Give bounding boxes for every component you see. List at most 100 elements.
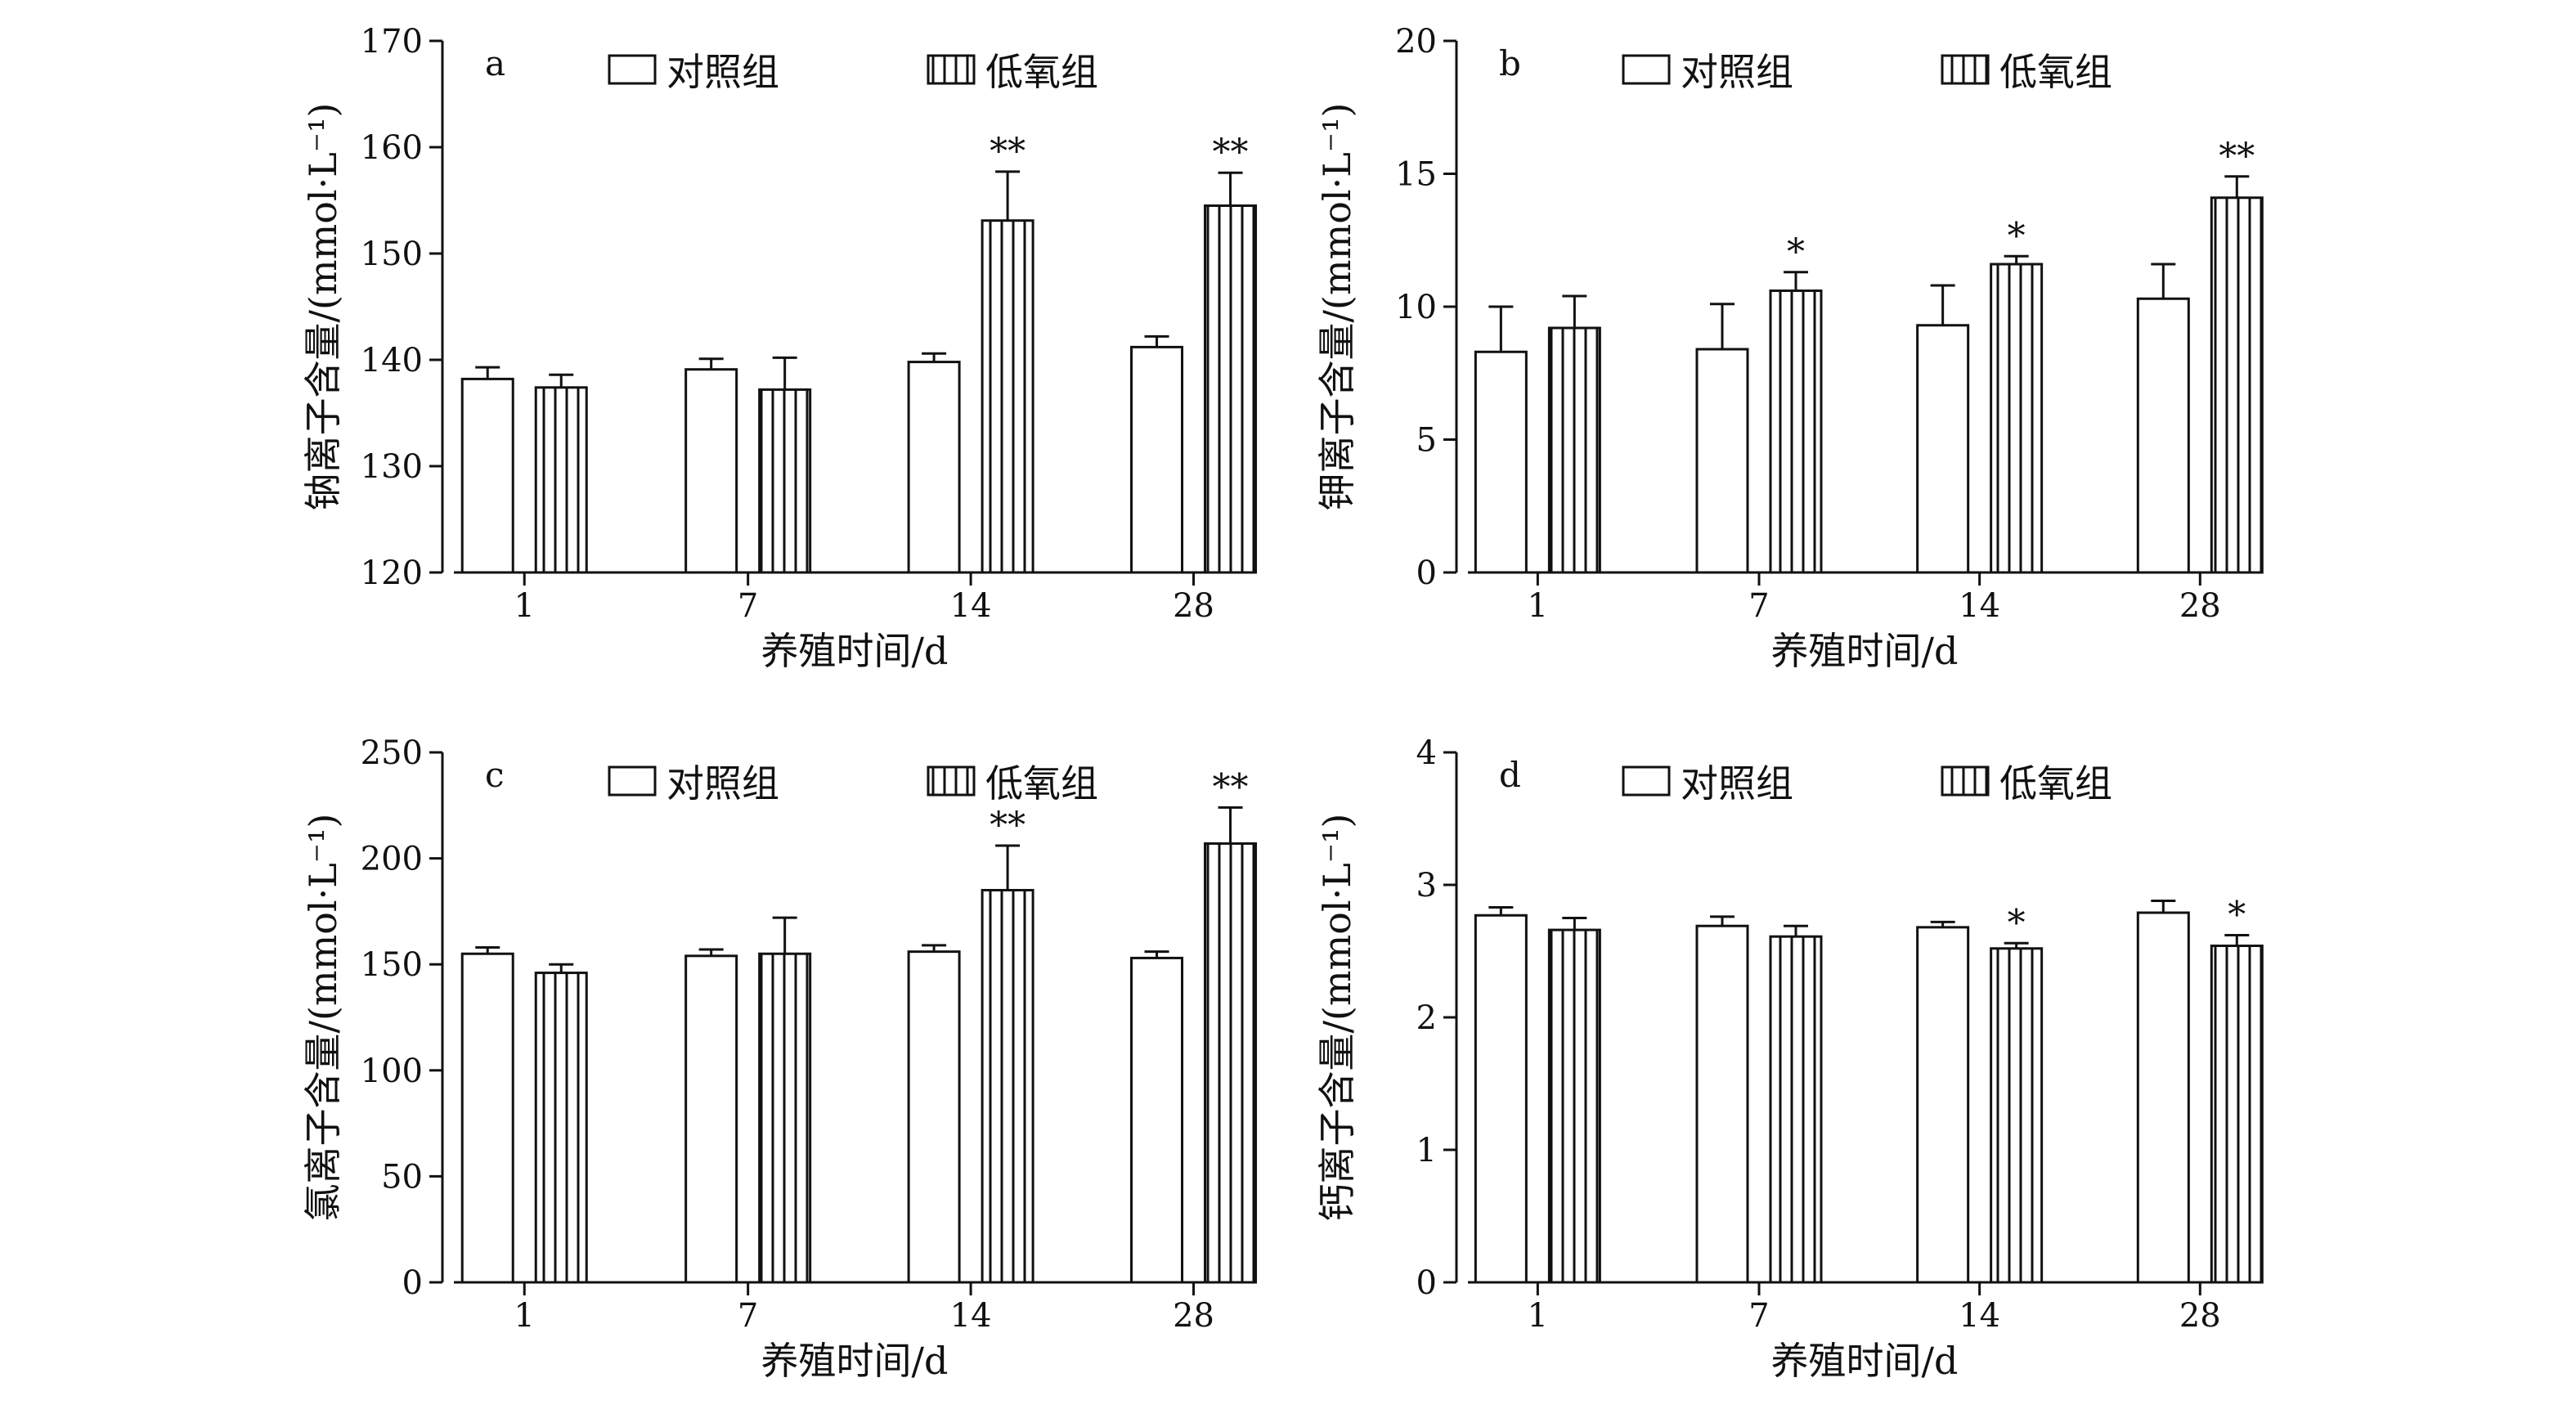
- x-tick-label: 28: [2179, 1297, 2221, 1335]
- legend-label-hypoxia: 低氧组: [985, 50, 1098, 94]
- x-tick-label: 28: [2179, 587, 2221, 625]
- x-tick-label: 28: [1173, 587, 1214, 625]
- y-tick-label: 160: [361, 129, 423, 167]
- y-tick-label: 15: [1395, 156, 1437, 194]
- y-tick-label: 10: [1395, 289, 1437, 326]
- legend-swatch-hypoxia: [927, 54, 976, 85]
- y-tick-label: 0: [1416, 1264, 1437, 1302]
- significance-mark: **: [1213, 766, 1249, 808]
- bar-hypoxia: [1769, 935, 1823, 1284]
- bar-hypoxia: [534, 972, 588, 1284]
- bar-control: [1695, 348, 1749, 574]
- panel-letter: b: [1499, 43, 1521, 83]
- bar-control: [1130, 956, 1184, 1284]
- legend-swatch-control: [1622, 54, 1671, 85]
- x-axis-title: 养殖时间/d: [1771, 1339, 1959, 1383]
- bar-control: [1916, 324, 1970, 574]
- y-tick-label: 250: [361, 734, 423, 772]
- x-axis-title: 养殖时间/d: [761, 629, 949, 673]
- significance-mark: *: [2008, 215, 2026, 257]
- bar-control: [2136, 911, 2190, 1284]
- y-axis-title: 钠离子含量/(mmol·L⁻¹): [301, 103, 345, 511]
- bar-hypoxia: [1204, 842, 1258, 1284]
- bar-hypoxia: [1990, 263, 2044, 574]
- x-tick-label: 7: [1748, 1297, 1769, 1335]
- y-axis-title: 氯离子含量/(mmol·L⁻¹): [301, 814, 345, 1222]
- legend-swatch-control: [1622, 765, 1671, 797]
- bar-hypoxia: [1547, 326, 1601, 574]
- y-tick-label: 0: [402, 1264, 423, 1302]
- bar-hypoxia: [1769, 290, 1823, 574]
- significance-mark: *: [1787, 231, 1805, 273]
- bar-hypoxia: [1204, 204, 1258, 574]
- y-tick-label: 130: [361, 448, 423, 486]
- y-tick-label: 150: [361, 946, 423, 984]
- x-tick-label: 7: [738, 587, 758, 625]
- legend-label-hypoxia: 低氧组: [985, 761, 1098, 806]
- significance-mark: **: [1213, 132, 1249, 173]
- panel-letter: a: [485, 43, 505, 83]
- bar-control: [684, 368, 738, 574]
- x-tick-label: 14: [950, 587, 992, 625]
- y-axis-title: 钙离子含量/(mmol·L⁻¹): [1315, 814, 1359, 1222]
- y-tick-label: 140: [361, 342, 423, 379]
- y-tick-label: 100: [361, 1053, 423, 1090]
- legend-swatch-hypoxia: [1941, 765, 1990, 797]
- legend-label-control: 对照组: [1681, 50, 1793, 94]
- bar-control: [1130, 345, 1184, 574]
- chart-panels: 120130140150160170钠离子含量/(mmol·L⁻¹)养殖时间/d…: [301, 23, 2264, 1383]
- bar-control: [1695, 924, 1749, 1284]
- significance-mark: **: [990, 131, 1025, 173]
- y-tick-label: 4: [1416, 734, 1437, 772]
- y-tick-label: 3: [1416, 867, 1437, 904]
- significance-mark: **: [2219, 136, 2255, 177]
- panel-letter: d: [1499, 755, 1521, 795]
- x-tick-label: 1: [1528, 1297, 1548, 1335]
- x-tick-label: 28: [1173, 1297, 1214, 1335]
- bar-control: [684, 954, 738, 1284]
- legend-swatch-control: [608, 765, 657, 797]
- y-tick-label: 50: [381, 1158, 423, 1196]
- bar-hypoxia: [981, 219, 1034, 574]
- y-tick-label: 5: [1416, 422, 1437, 460]
- y-tick-label: 20: [1395, 23, 1437, 61]
- panel-c: 0 50 100 150 200 250 氯离子含量/(mmol·L⁻¹) 养殖时间/d c 对照…: [301, 734, 1258, 1383]
- bar-hypoxia: [981, 888, 1034, 1284]
- bar-hypoxia: [2210, 945, 2264, 1284]
- bar-hypoxia: [1547, 928, 1601, 1284]
- y-tick-label: 2: [1416, 999, 1437, 1037]
- y-tick-label: 1: [1416, 1132, 1437, 1169]
- panel-d: 0 1 2 3 4 钙离子含量/(mmol·L⁻¹) 养殖时间/d d 对照组 低氧组 1 7 14 * 2…: [1315, 734, 2264, 1383]
- y-tick-label: 0: [1416, 554, 1437, 592]
- bar-control: [907, 950, 961, 1284]
- significance-mark: *: [2228, 895, 2246, 936]
- legend-label-hypoxia: 低氧组: [1999, 50, 2112, 94]
- y-tick-label: 170: [361, 23, 423, 61]
- x-axis-title: 养殖时间/d: [1771, 629, 1959, 673]
- bar-control: [460, 952, 514, 1284]
- bar-control: [1916, 926, 1970, 1284]
- bar-hypoxia: [758, 952, 812, 1284]
- x-tick-label: 14: [950, 1297, 992, 1335]
- legend-label-control: 对照组: [666, 50, 779, 94]
- x-tick-label: 1: [514, 1297, 535, 1335]
- panel-b: 0 5 10 15 20 钾离子含量/(mmol·L⁻¹) 养殖时间/d b 对照组 低氧组 1 7 *…: [1315, 23, 2264, 673]
- bar-control: [1474, 913, 1528, 1284]
- significance-mark: **: [990, 805, 1025, 846]
- y-axis-title: 钾离子含量/(mmol·L⁻¹): [1315, 103, 1359, 511]
- x-tick-label: 1: [1528, 587, 1548, 625]
- significance-mark: *: [2008, 902, 2026, 944]
- legend-label-control: 对照组: [666, 761, 779, 806]
- bar-control: [2136, 297, 2190, 574]
- bar-control: [1474, 350, 1528, 574]
- legend-label-hypoxia: 低氧组: [1999, 761, 2112, 806]
- y-tick-label: 150: [361, 236, 423, 273]
- x-tick-label: 14: [1959, 1297, 2000, 1335]
- legend-label-control: 对照组: [1681, 761, 1793, 806]
- x-axis-title: 养殖时间/d: [761, 1339, 949, 1383]
- y-tick-label: 120: [361, 554, 423, 592]
- x-tick-label: 7: [1748, 587, 1769, 625]
- bar-hypoxia: [2210, 196, 2264, 574]
- y-tick-label: 200: [361, 841, 423, 878]
